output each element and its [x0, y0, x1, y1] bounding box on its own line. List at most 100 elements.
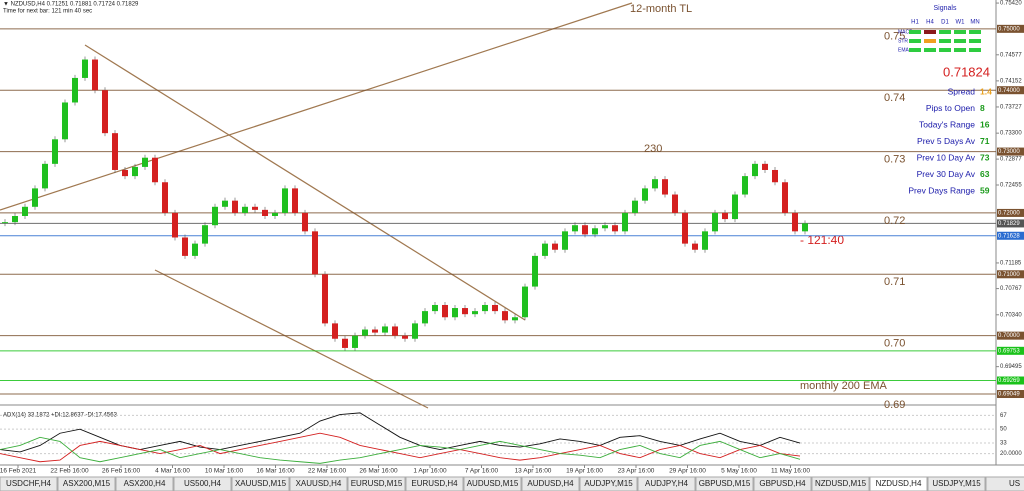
- candle: [262, 209, 268, 216]
- tab-label[interactable]: XAUUSD,M15: [235, 479, 287, 488]
- price-box-label: 0.70000: [998, 333, 1020, 339]
- candle: [492, 304, 498, 312]
- candle: [182, 237, 188, 256]
- tab[interactable]: [637, 476, 696, 491]
- tab-label[interactable]: EURUSD,M15: [351, 479, 403, 488]
- tab[interactable]: [579, 476, 638, 491]
- price-box-label: 0.71628: [998, 233, 1020, 239]
- stat-label: Today's Range: [919, 119, 975, 129]
- candle: [82, 59, 88, 78]
- tab[interactable]: [521, 476, 580, 491]
- tab-label[interactable]: AUDUSD,M15: [467, 479, 519, 488]
- tab[interactable]: [115, 476, 174, 491]
- tab-label[interactable]: XAUUSD,H4: [296, 479, 342, 488]
- tab[interactable]: [347, 476, 406, 491]
- price-box: [997, 270, 1024, 279]
- candle: [452, 308, 458, 318]
- channel-lower: [154, 269, 429, 409]
- tab[interactable]: [811, 476, 870, 491]
- tab-label[interactable]: EURUSD,H4: [411, 479, 458, 488]
- tab-label[interactable]: NZDUSD,H4: [876, 479, 922, 488]
- tab-label[interactable]: ASX200,M15: [63, 479, 111, 488]
- indicator-line: [0, 436, 801, 464]
- tab-label[interactable]: ASX200,H4: [124, 479, 166, 488]
- trend-line: [0, 2, 633, 211]
- candle: [2, 222, 8, 224]
- stat-label: Spread: [948, 86, 976, 96]
- candle: [762, 163, 768, 170]
- tab[interactable]: [985, 476, 1024, 491]
- x-tick-label: 19 Apr 16:00: [566, 468, 603, 475]
- y-tick-label: 0.73727: [1000, 105, 1022, 111]
- stat-value: 71: [980, 136, 990, 146]
- stat-label: Prev 10 Day Av: [917, 152, 976, 162]
- signal-column: W1: [956, 20, 966, 26]
- tab-label[interactable]: USDCHF,H4: [6, 479, 51, 488]
- candle: [302, 212, 308, 232]
- candle: [342, 338, 348, 348]
- x-tick-label: 26 Mar 16:00: [359, 468, 398, 475]
- price-box-label: 0.69049: [998, 392, 1020, 398]
- candle: [792, 212, 798, 232]
- tab[interactable]: [57, 476, 116, 491]
- price-box: [997, 231, 1024, 240]
- signal-cell: [939, 30, 951, 34]
- candle: [442, 304, 448, 318]
- signal-cell: [909, 39, 921, 43]
- y-tick-label: 0.72455: [1000, 183, 1022, 189]
- candle: [172, 212, 178, 238]
- candle: [542, 243, 548, 256]
- tab[interactable]: [0, 476, 58, 491]
- tab-label[interactable]: USDJPY,M15: [932, 479, 981, 488]
- tab-label[interactable]: GBPUSD,H4: [759, 479, 806, 488]
- stat-value: 1.4: [980, 86, 992, 96]
- tab-label[interactable]: AUDJPY,H4: [645, 479, 689, 488]
- tab[interactable]: [695, 476, 754, 491]
- candle: [162, 182, 168, 213]
- candle: [662, 179, 668, 195]
- indicator-tick-label: 67: [1000, 413, 1007, 419]
- candle: [382, 326, 388, 333]
- tab-label[interactable]: US500,H4: [184, 479, 221, 488]
- tab-label[interactable]: GBPUSD,M15: [699, 479, 751, 488]
- x-tick-label: 4 Mar 16:00: [155, 468, 190, 475]
- signal-cell: [954, 48, 966, 52]
- candle: [712, 212, 718, 232]
- candle: [72, 77, 78, 103]
- tab[interactable]: [289, 476, 348, 491]
- signal-row-label: EMA: [898, 47, 910, 53]
- tab[interactable]: [405, 476, 464, 491]
- level-label: 0.75: [884, 31, 905, 43]
- tab[interactable]: [173, 476, 232, 491]
- tab[interactable]: [927, 476, 986, 491]
- price-box: [997, 376, 1024, 385]
- tab-label[interactable]: NZDUSD,M15: [815, 479, 867, 488]
- symbol-line: ▼ NZDUSD,H4 0.71251 0.71881 0.71724 0.71…: [3, 2, 139, 8]
- price-box: [997, 219, 1024, 228]
- price-box: [997, 208, 1024, 217]
- x-tick-label: 5 May 16:00: [721, 468, 757, 475]
- candle: [802, 223, 808, 232]
- candle: [722, 212, 728, 220]
- signal-cell: [969, 48, 981, 52]
- candle: [202, 225, 208, 244]
- level-label: 0.71: [884, 276, 905, 288]
- price-box: [997, 147, 1024, 156]
- tab[interactable]: [231, 476, 290, 491]
- signal-cell: [954, 30, 966, 34]
- tab[interactable]: [869, 476, 928, 491]
- price-box-label: 0.71000: [998, 272, 1020, 278]
- tab[interactable]: [753, 476, 812, 491]
- tab-label[interactable]: AUDJPY,M15: [584, 479, 633, 488]
- tab-label[interactable]: US: [1009, 479, 1020, 488]
- tab[interactable]: [463, 476, 522, 491]
- level-label: 0.74: [884, 92, 905, 104]
- y-tick-label: 0.72877: [1000, 157, 1022, 163]
- candle: [582, 225, 588, 235]
- candle: [782, 182, 788, 213]
- x-tick-label: 1 Apr 16:00: [413, 468, 447, 475]
- candle: [772, 169, 778, 183]
- tab-label[interactable]: AUDUSD,H4: [527, 479, 574, 488]
- candle: [192, 243, 198, 256]
